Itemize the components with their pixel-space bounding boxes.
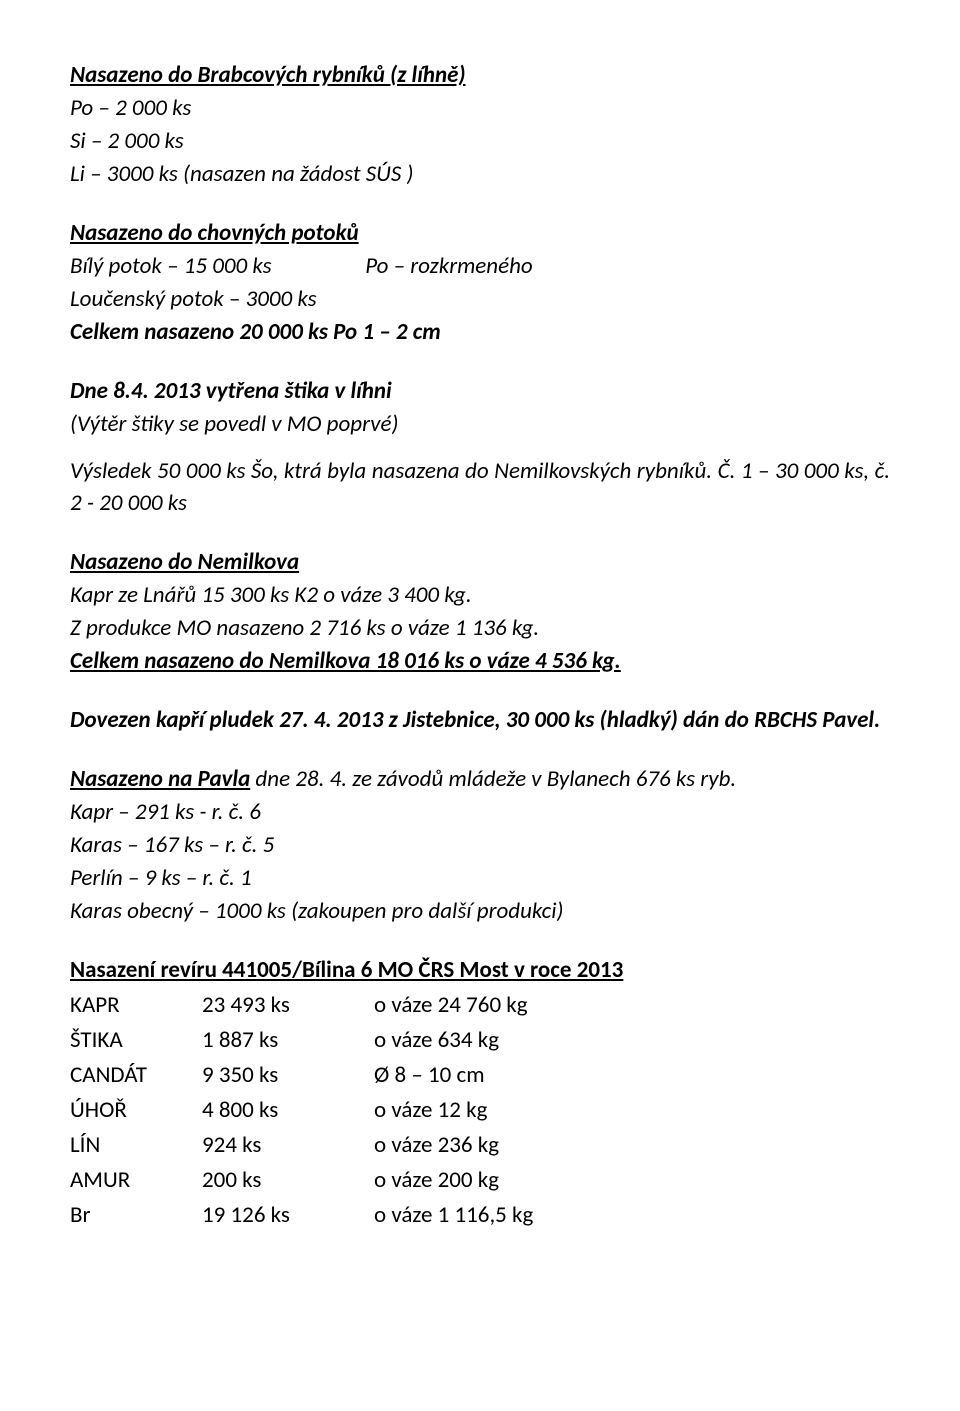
- section2-title: Nasazeno do chovných potoků: [70, 219, 359, 247]
- cell-species: LÍN: [70, 1128, 202, 1163]
- table-row: LÍN924 kso váze 236 kg: [70, 1128, 545, 1163]
- section2-line2: Loučenský potok – 3000 ks: [70, 284, 890, 315]
- cell-quantity: 1 887 ks: [202, 1023, 374, 1058]
- cell-weight: o váze 634 kg: [374, 1023, 545, 1058]
- cell-species: KAPR: [70, 988, 202, 1023]
- section6-line2: Karas – 167 ks – r. č. 5: [70, 830, 890, 861]
- section6-title: Nasazeno na Pavla dne 28. 4. ze závodů m…: [70, 764, 890, 795]
- cell-quantity: 924 ks: [202, 1128, 374, 1163]
- cell-quantity: 9 350 ks: [202, 1058, 374, 1093]
- cell-species: CANDÁT: [70, 1058, 202, 1093]
- section6-title-underlined: Nasazeno na Pavla: [70, 765, 250, 793]
- section3-line1: (Výtěr štiky se povedl v MO poprvé): [70, 409, 890, 440]
- section1-title: Nasazeno do Brabcových rybníků (z líhně): [70, 61, 466, 89]
- cell-species: AMUR: [70, 1163, 202, 1198]
- table-row: Br19 126 kso váze 1 116,5 kg: [70, 1198, 545, 1233]
- cell-quantity: 200 ks: [202, 1163, 374, 1198]
- section1-line3: Li – 3000 ks (nasazen na žádost SÚS ): [70, 159, 890, 190]
- section3-title: Dne 8.4. 2013 vytřena štika v líhni: [70, 376, 890, 407]
- cell-weight: o váze 200 kg: [374, 1163, 545, 1198]
- section2-line1b: Po – rozkrmeného: [365, 252, 533, 280]
- section1-line2: Si – 2 000 ks: [70, 126, 890, 157]
- stocking-table: KAPR23 493 kso váze 24 760 kgŠTIKA1 887 …: [70, 988, 545, 1233]
- cell-species: Br: [70, 1198, 202, 1233]
- table-row: AMUR200 kso váze 200 kg: [70, 1163, 545, 1198]
- section3-line2: Výsledek 50 000 ks Šo, ktrá byla nasazen…: [70, 456, 890, 518]
- cell-quantity: 19 126 ks: [202, 1198, 374, 1233]
- section6-line4: Karas obecný – 1000 ks (zakoupen pro dal…: [70, 896, 890, 927]
- section6-line3: Perlín – 9 ks – r. č. 1: [70, 863, 890, 894]
- cell-quantity: 23 493 ks: [202, 988, 374, 1023]
- section4-line2: Z produkce MO nasazeno 2 716 ks o váze 1…: [70, 613, 890, 644]
- section1-line1: Po – 2 000 ks: [70, 93, 890, 124]
- cell-weight: o váze 1 116,5 kg: [374, 1198, 545, 1233]
- section2-line3: Celkem nasazeno 20 000 ks Po 1 – 2 cm: [70, 317, 890, 348]
- section6-line1: Kapr – 291 ks - r. č. 6: [70, 797, 890, 828]
- cell-weight: o váze 24 760 kg: [374, 988, 545, 1023]
- section4-line3: Celkem nasazeno do Nemilkova 18 016 ks o…: [70, 646, 890, 677]
- cell-weight: Ø 8 – 10 cm: [374, 1058, 545, 1093]
- table-row: CANDÁT9 350 ksØ 8 – 10 cm: [70, 1058, 545, 1093]
- section2-line1a: Bílý potok – 15 000 ks: [70, 251, 360, 282]
- table-row: ÚHOŘ4 800 kso váze 12 kg: [70, 1093, 545, 1128]
- section4-title: Nasazeno do Nemilkova: [70, 548, 299, 576]
- section4-line1: Kapr ze Lnářů 15 300 ks K2 o váze 3 400 …: [70, 580, 890, 611]
- cell-quantity: 4 800 ks: [202, 1093, 374, 1128]
- cell-species: ŠTIKA: [70, 1023, 202, 1058]
- table-row: KAPR23 493 kso váze 24 760 kg: [70, 988, 545, 1023]
- cell-weight: o váze 12 kg: [374, 1093, 545, 1128]
- section2-line1: Bílý potok – 15 000 ks Po – rozkrmeného: [70, 251, 890, 282]
- cell-weight: o váze 236 kg: [374, 1128, 545, 1163]
- section5-line1: Dovezen kapří pludek 27. 4. 2013 z Jiste…: [70, 705, 890, 736]
- table-title: Nasazení revíru 441005/Bílina 6 MO ČRS M…: [70, 955, 890, 986]
- section6-title-rest: dne 28. 4. ze závodů mládeže v Bylanech …: [250, 765, 736, 793]
- cell-species: ÚHOŘ: [70, 1093, 202, 1128]
- table-row: ŠTIKA1 887 kso váze 634 kg: [70, 1023, 545, 1058]
